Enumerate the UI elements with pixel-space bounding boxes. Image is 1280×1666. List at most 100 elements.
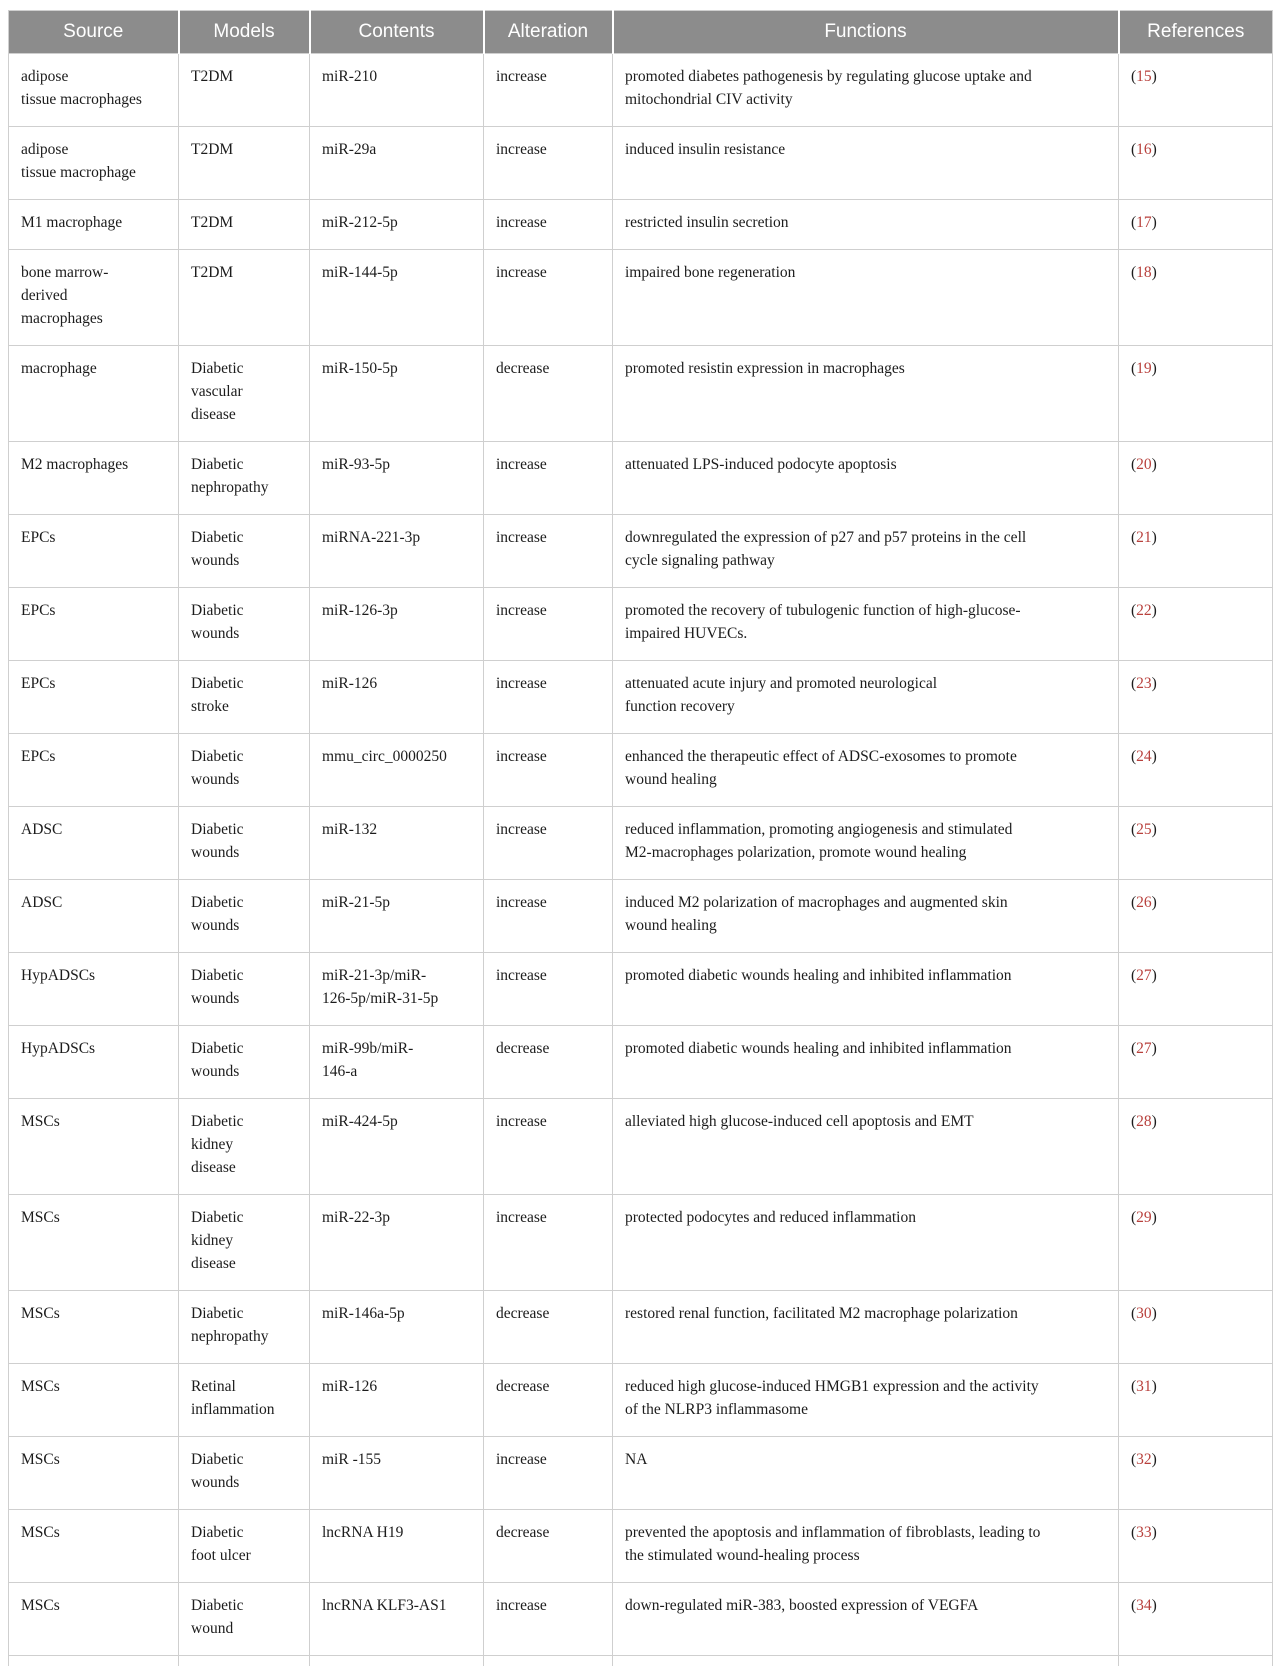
alteration-cell: increase: [483, 1436, 613, 1510]
functions-cell: restored renal function, facilitated M2 …: [612, 1290, 1119, 1364]
source-cell: MSCs: [8, 1363, 179, 1437]
reference-link[interactable]: 32: [1136, 1451, 1152, 1468]
alteration-cell: decrease: [483, 1655, 613, 1666]
reference-paren-open: (: [1131, 1113, 1137, 1130]
functions-cell: induced insulin resistance: [612, 126, 1119, 200]
table-row: EPCs Diabetic stroke miR-126 increase attenu…: [8, 660, 1273, 734]
reference-link[interactable]: 16: [1136, 141, 1152, 158]
reference-paren-open: (: [1131, 360, 1137, 377]
reference-cell: (31): [1118, 1363, 1273, 1437]
reference-cell: (26): [1118, 879, 1273, 953]
alteration-cell: increase: [483, 249, 613, 346]
functions-cell: down-regulated miR-383, boosted expressi…: [612, 1582, 1119, 1656]
reference-paren-close: ): [1151, 264, 1157, 281]
reference-link[interactable]: 18: [1136, 264, 1152, 281]
table-row: MSCs Diabetic kidney disease miR-22-3p incr…: [8, 1194, 1273, 1291]
reference-paren-close: ): [1151, 141, 1157, 158]
reference-link[interactable]: 30: [1136, 1305, 1152, 1322]
source-cell: HypADSCs: [8, 952, 179, 1026]
source-cell: MSCs: [8, 1194, 179, 1291]
reference-cell: (22): [1118, 587, 1273, 661]
reference-link[interactable]: 27: [1136, 1040, 1152, 1057]
reference-cell: (28): [1118, 1098, 1273, 1195]
table-row: MSCs Diabetic nephropathy miR-146a-5p decre…: [8, 1290, 1273, 1364]
alteration-cell: increase: [483, 587, 613, 661]
reference-paren-close: ): [1151, 1040, 1157, 1057]
functions-cell: protected podocytes and reduced inflamma…: [612, 1194, 1119, 1291]
reference-paren-open: (: [1131, 1378, 1137, 1395]
reference-link[interactable]: 25: [1136, 821, 1152, 838]
reference-link[interactable]: 22: [1136, 602, 1152, 619]
functions-cell: promoted the recovery of tubulogenic fun…: [612, 587, 1119, 661]
reference-link[interactable]: 23: [1136, 675, 1152, 692]
reference-link[interactable]: 24: [1136, 748, 1152, 765]
reference-paren-open: (: [1131, 748, 1137, 765]
reference-paren-open: (: [1131, 821, 1137, 838]
table-row: MSCs Retinal inflammation miR-126 decrease r…: [8, 1363, 1273, 1437]
contents-cell: miR-21-3p/miR- 126-5p/miR-31-5p: [309, 952, 484, 1026]
models-cell: Diabetic nephropathy: [178, 441, 310, 515]
table-row: MSCs Diabetic kidney disease miR-424-5p inc…: [8, 1098, 1273, 1195]
contents-cell: miR-99b/miR- 146-a: [309, 1025, 484, 1099]
reference-link[interactable]: 19: [1136, 360, 1152, 377]
alteration-cell: decrease: [483, 1025, 613, 1099]
reference-cell: (19): [1118, 345, 1273, 442]
alteration-cell: increase: [483, 441, 613, 515]
alteration-cell: increase: [483, 806, 613, 880]
models-cell: T2DM: [178, 199, 310, 250]
source-cell: macrophage: [8, 345, 179, 442]
models-cell: Diabetic wounds: [178, 879, 310, 953]
reference-paren-close: ): [1151, 1378, 1157, 1395]
reference-link[interactable]: 20: [1136, 456, 1152, 473]
reference-paren-close: ): [1151, 1305, 1157, 1322]
reference-link[interactable]: 34: [1136, 1597, 1152, 1614]
table-row: ADSC Diabetic wounds miR-132 increase reduce…: [8, 806, 1273, 880]
alteration-cell: decrease: [483, 345, 613, 442]
source-cell: EPCs: [8, 660, 179, 734]
models-cell: Retinal inflammation: [178, 1363, 310, 1437]
reference-link[interactable]: 15: [1136, 68, 1152, 85]
exosome-cargo-table: Source Models Contents Alteration Functions R…: [8, 10, 1273, 1666]
contents-cell: miR-146a-5p: [309, 1290, 484, 1364]
table-row: adipose tissue macrophage T2DM miR-29a incr…: [8, 126, 1273, 200]
contents-cell: miR-144-5p: [309, 249, 484, 346]
table-row: EPCs Diabetic wounds miR-126-3p increase pro…: [8, 587, 1273, 661]
column-header-models: Models: [178, 10, 311, 54]
alteration-cell: increase: [483, 879, 613, 953]
column-header-references: References: [1118, 10, 1273, 54]
functions-cell: NA: [612, 1436, 1119, 1510]
reference-paren-open: (: [1131, 1209, 1137, 1226]
source-cell: M1 macrophage: [8, 199, 179, 250]
reference-paren-open: (: [1131, 894, 1137, 911]
source-cell: EPCs: [8, 514, 179, 588]
functions-cell: restricted insulin secretion: [612, 199, 1119, 250]
reference-link[interactable]: 27: [1136, 967, 1152, 984]
functions-cell: promoted diabetic wounds healing and inh…: [612, 952, 1119, 1026]
reference-paren-close: ): [1151, 529, 1157, 546]
contents-cell: miR-93-5p: [309, 441, 484, 515]
reference-link[interactable]: 33: [1136, 1524, 1152, 1541]
reference-paren-open: (: [1131, 456, 1137, 473]
reference-paren-close: ): [1151, 1597, 1157, 1614]
reference-link[interactable]: 26: [1136, 894, 1152, 911]
models-cell: Diabetic stroke: [178, 1655, 310, 1666]
reference-link[interactable]: 31: [1136, 1378, 1152, 1395]
functions-cell: enhanced the therapeutic effect of ADSC-…: [612, 733, 1119, 807]
reference-link[interactable]: 17: [1136, 214, 1152, 231]
contents-cell: miR-210: [309, 53, 484, 127]
models-cell: T2DM: [178, 126, 310, 200]
models-cell: T2DM: [178, 53, 310, 127]
reference-link[interactable]: 29: [1136, 1209, 1152, 1226]
source-cell: HypADSCs: [8, 1025, 179, 1099]
reference-link[interactable]: 21: [1136, 529, 1152, 546]
contents-cell: miR-21-5p: [309, 879, 484, 953]
reference-paren-open: (: [1131, 967, 1137, 984]
contents-cell: miR-126-3p: [309, 587, 484, 661]
contents-cell: miR-424-5p: [309, 1098, 484, 1195]
reference-cell: (20): [1118, 441, 1273, 515]
models-cell: Diabetic wounds: [178, 514, 310, 588]
reference-cell: (21): [1118, 514, 1273, 588]
alteration-cell: increase: [483, 1098, 613, 1195]
reference-link[interactable]: 28: [1136, 1113, 1152, 1130]
alteration-cell: increase: [483, 1582, 613, 1656]
